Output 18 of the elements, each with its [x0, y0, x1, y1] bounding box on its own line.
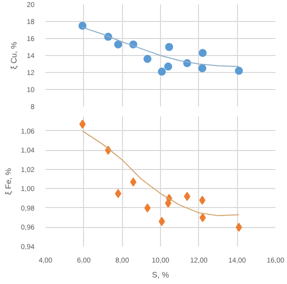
point	[158, 216, 166, 226]
point	[236, 222, 242, 232]
point	[184, 192, 190, 201]
point	[79, 120, 86, 129]
y-axis-title: ξ Cu, %	[10, 42, 19, 70]
point	[143, 54, 152, 63]
point	[114, 40, 122, 48]
point	[198, 48, 207, 57]
point	[164, 62, 172, 71]
point	[165, 43, 174, 51]
point	[78, 22, 86, 30]
point	[144, 203, 151, 212]
y-axis-title: ξ Fe, %	[4, 168, 13, 195]
point	[114, 189, 122, 198]
x-axis-title: S, %	[152, 270, 169, 280]
point	[234, 66, 243, 75]
point	[158, 68, 166, 76]
point	[198, 64, 206, 72]
